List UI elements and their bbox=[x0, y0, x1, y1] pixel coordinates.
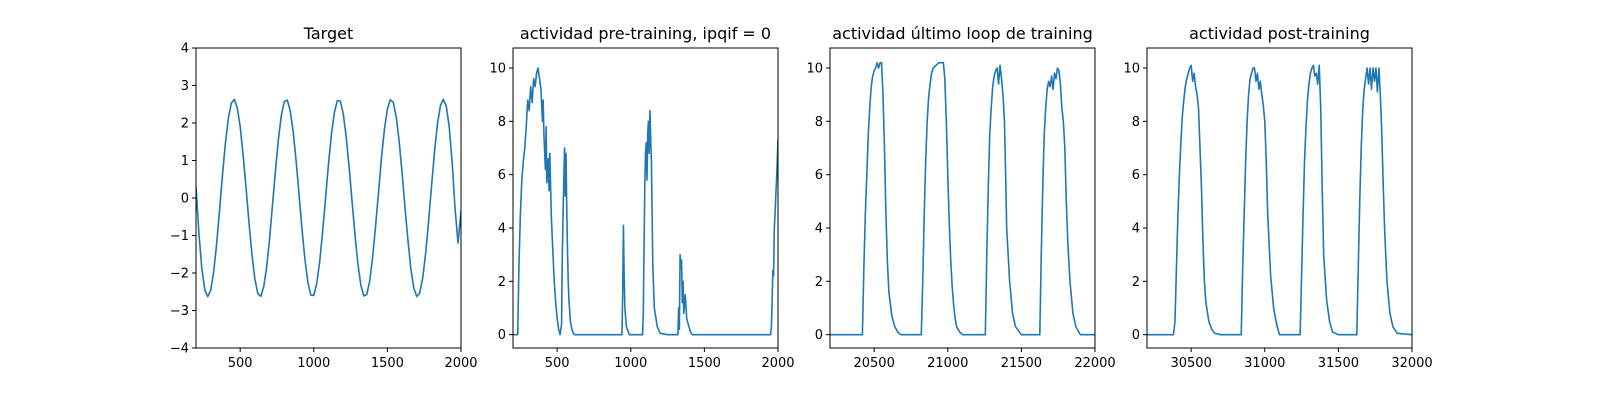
y-tick-label: 2 bbox=[1132, 275, 1140, 290]
y-tick-label: −2 bbox=[170, 267, 189, 282]
y-tick-label: 4 bbox=[498, 222, 506, 237]
series-line-1 bbox=[830, 61, 1095, 336]
axes-frame bbox=[1146, 47, 1413, 349]
y-tick-label: 6 bbox=[815, 168, 823, 183]
chart-title: Target bbox=[303, 24, 354, 43]
series-line-1 bbox=[1147, 64, 1412, 336]
y-tick-label: 3 bbox=[181, 79, 189, 94]
chart-title: actividad pre-training, ipqif = 0 bbox=[520, 24, 771, 43]
chart-title: actividad post-training bbox=[1189, 24, 1370, 43]
y-tick-label: −1 bbox=[170, 229, 189, 244]
x-tick-label: 1500 bbox=[688, 356, 721, 371]
x-tick-label: 20500 bbox=[853, 356, 894, 371]
y-tick-label: 4 bbox=[181, 42, 189, 57]
axes-frame bbox=[829, 47, 1096, 349]
x-tick-label: 1000 bbox=[614, 356, 647, 371]
y-tick-label: 0 bbox=[815, 328, 823, 343]
x-tick-label: 1500 bbox=[371, 356, 404, 371]
y-tick-label: 1 bbox=[181, 154, 189, 169]
x-tick-label: 31500 bbox=[1318, 356, 1359, 371]
x-tick-label: 22000 bbox=[1074, 356, 1115, 371]
x-tick-label: 32000 bbox=[1391, 356, 1432, 371]
series-line-1 bbox=[196, 98, 461, 298]
y-tick-label: −4 bbox=[170, 342, 189, 357]
y-tick-label: −3 bbox=[170, 304, 189, 319]
y-tick-label: 4 bbox=[1132, 222, 1140, 237]
y-tick-label: 0 bbox=[498, 328, 506, 343]
y-tick-label: 8 bbox=[1132, 115, 1140, 130]
x-tick-label: 2000 bbox=[761, 356, 794, 371]
series-line-1 bbox=[513, 67, 778, 336]
y-tick-label: 0 bbox=[181, 192, 189, 207]
y-tick-label: 10 bbox=[806, 62, 823, 77]
x-tick-label: 500 bbox=[545, 356, 570, 371]
y-tick-label: 10 bbox=[489, 62, 506, 77]
subplot-1: Target 500 1000 1500 2000 −4 −3 −2 −1 0 1 2 3 4 bbox=[170, 24, 478, 371]
y-tick-label: 6 bbox=[498, 168, 506, 183]
x-tick-label: 1000 bbox=[297, 356, 330, 371]
subplot-2: actividad pre-training, ipqif = 0 500 1000… bbox=[489, 24, 794, 371]
chart-title: actividad último loop de training bbox=[832, 24, 1093, 43]
x-tick-label: 31000 bbox=[1244, 356, 1285, 371]
y-tick-label: 8 bbox=[498, 115, 506, 130]
x-tick-label: 21500 bbox=[1001, 356, 1042, 371]
x-tick-label: 500 bbox=[228, 356, 253, 371]
y-tick-label: 2 bbox=[498, 275, 506, 290]
axes-frame bbox=[512, 47, 779, 349]
x-tick-label: 30500 bbox=[1170, 356, 1211, 371]
y-tick-label: 8 bbox=[815, 115, 823, 130]
x-tick-label: 2000 bbox=[444, 356, 477, 371]
y-tick-label: 2 bbox=[815, 275, 823, 290]
subplot-4: actividad post-training 30500 31000 31500 32… bbox=[1123, 24, 1432, 371]
y-tick-label: 6 bbox=[1132, 168, 1140, 183]
y-tick-label: 0 bbox=[1132, 328, 1140, 343]
y-tick-label: 2 bbox=[181, 117, 189, 132]
y-tick-label: 4 bbox=[815, 222, 823, 237]
x-tick-label: 21000 bbox=[927, 356, 968, 371]
y-tick-label: 10 bbox=[1123, 62, 1140, 77]
axes-frame bbox=[195, 47, 462, 349]
